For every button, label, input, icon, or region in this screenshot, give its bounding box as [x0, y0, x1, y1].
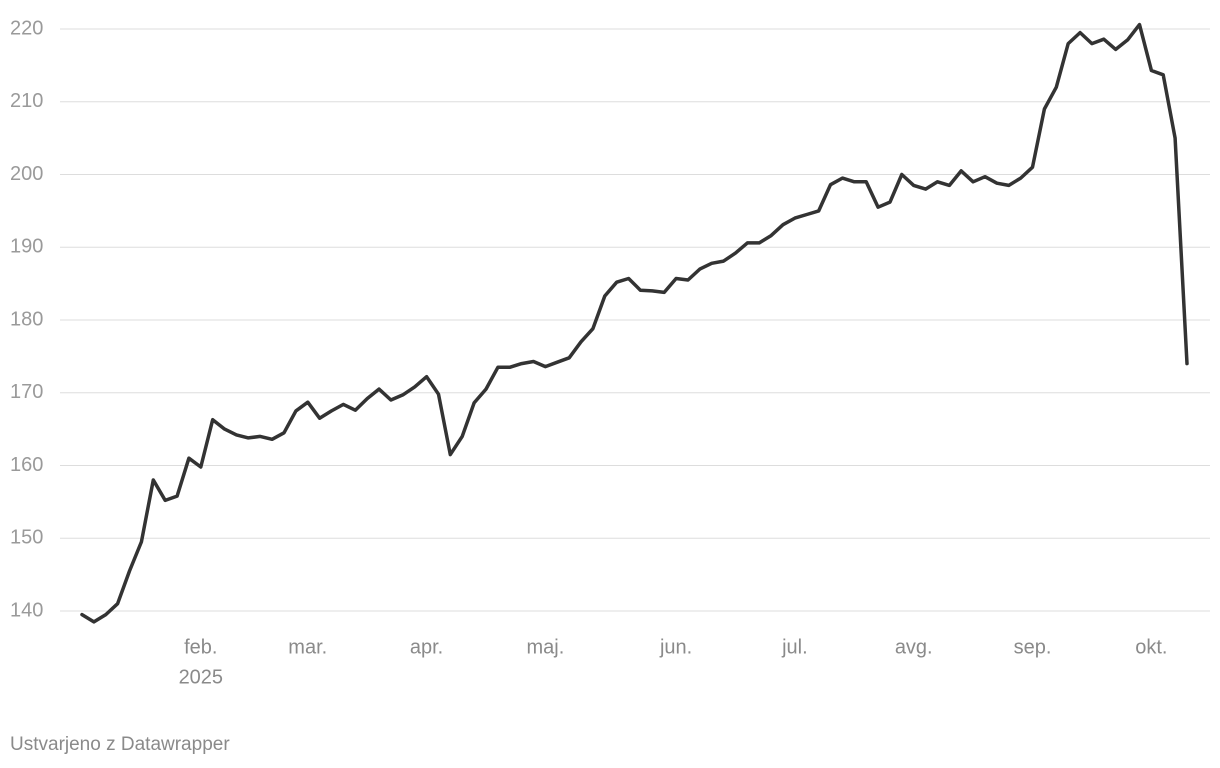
x-tick-label: okt. — [1135, 636, 1167, 658]
x-tick-label: sep. — [1014, 636, 1052, 658]
x-tick-label: feb. — [184, 636, 217, 658]
y-tick-label: 170 — [10, 381, 43, 403]
credit: Ustvarjeno z Datawrapper — [10, 734, 230, 755]
x-tick-label: mar. — [288, 636, 327, 658]
y-tick-label: 200 — [10, 163, 43, 185]
x-year-label: 2025 — [179, 666, 224, 688]
x-tick-label: maj. — [526, 636, 564, 658]
x-tick-label: jun. — [659, 636, 692, 658]
y-tick-label: 190 — [10, 236, 43, 258]
y-tick-label: 180 — [10, 308, 43, 330]
y-tick-label: 210 — [10, 90, 43, 112]
y-tick-label: 220 — [10, 17, 43, 39]
y-tick-label: 160 — [10, 454, 43, 476]
x-tick-label: jul. — [781, 636, 808, 658]
x-tick-label: avg. — [895, 636, 933, 658]
x-tick-label: apr. — [410, 636, 443, 658]
line — [80, 22, 1189, 624]
y-tick-label: 150 — [10, 527, 43, 549]
y-tick-label: 140 — [10, 599, 43, 621]
